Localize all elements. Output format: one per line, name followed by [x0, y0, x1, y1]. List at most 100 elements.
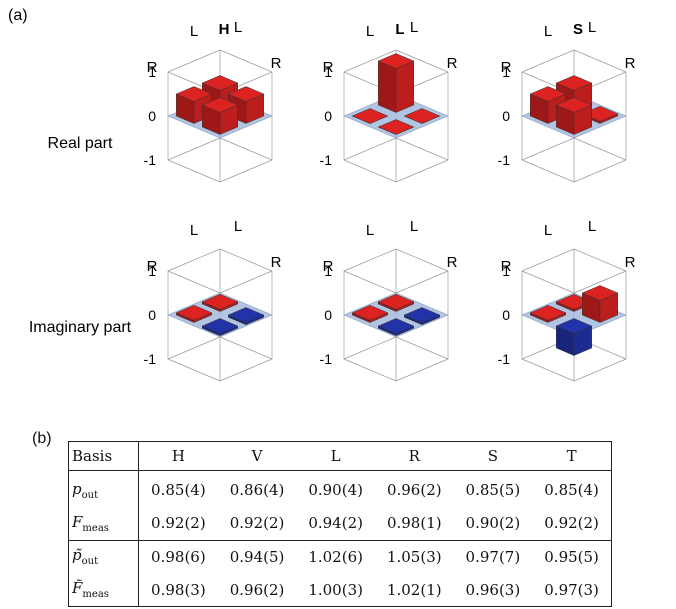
frame-edge	[219, 137, 273, 161]
fidelity-table: Basis H V L R S T pout 0.85(4) 0.86(4) 0…	[68, 441, 612, 607]
table-cell: 1.05(3)	[374, 539, 454, 574]
z-tick-label: 0	[502, 108, 510, 124]
z-tick-label: 0	[148, 307, 156, 323]
table-cell: 0.90(4)	[308, 481, 363, 500]
bar-s-imag-2	[529, 305, 567, 323]
bar-top	[377, 53, 415, 69]
row-label-f-meas: Fmeas	[68, 507, 139, 541]
bar-top	[403, 307, 441, 323]
table-cell: 1.02(6)	[296, 539, 375, 574]
frame-edge	[343, 358, 397, 382]
table-cell: 0.85(5)	[465, 481, 521, 500]
bar-s-imag-3	[555, 318, 593, 356]
plot-l-real: 10-1RL LR	[320, 19, 458, 183]
bar-top	[377, 318, 415, 334]
bar-top	[555, 75, 593, 91]
frame-edge	[219, 270, 273, 294]
table-cell: 0.92(2)	[151, 514, 206, 533]
frame-edge	[521, 49, 575, 73]
bar-h-imag-3	[201, 318, 239, 337]
bar-top	[351, 305, 389, 321]
table-cell: 0.97(3)	[544, 580, 599, 599]
bar-top	[227, 86, 265, 102]
z-tick-label: -1	[320, 152, 333, 168]
row-label-p-out-corrected: p̃out	[68, 539, 139, 574]
axis-corner-label: R	[447, 55, 458, 72]
zero-plane	[343, 292, 449, 338]
axis-corner-label: L	[234, 19, 242, 36]
bar-top	[377, 119, 415, 135]
table-row-f-meas: Fmeas 0.92(2) 0.92(2) 0.94(2) 0.98(1) 0.…	[68, 507, 612, 541]
frame-edge	[521, 159, 575, 183]
bar-face	[378, 60, 397, 113]
column-title-l: L	[395, 21, 404, 38]
frame-edge	[395, 159, 449, 183]
frame-edge	[395, 49, 449, 73]
axis-corner-label: R	[323, 59, 334, 76]
z-tick-label: -1	[320, 351, 333, 367]
table-cell: 0.96(2)	[229, 580, 285, 599]
frame-edge	[343, 248, 397, 272]
axis-corner-label: R	[501, 258, 512, 275]
bar-l-imag-0	[377, 294, 415, 312]
bar-top	[201, 294, 239, 310]
frame-edge	[167, 49, 221, 73]
frame-edge	[167, 270, 221, 294]
table-cell: 1.02(1)	[386, 580, 442, 599]
table-cell: 0.97(7)	[453, 539, 533, 574]
frame-edge	[343, 270, 397, 294]
z-tick-label: 1	[502, 263, 510, 279]
frame-edge	[167, 358, 221, 382]
bar-top	[201, 75, 239, 91]
axis-corner-label: L	[366, 222, 374, 239]
frame-edge	[343, 336, 397, 360]
table-header-basis: Basis	[68, 441, 139, 472]
table-row-p-out-corrected: p̃out 0.98(6) 0.94(5) 1.02(6) 1.05(3) 0.…	[68, 539, 612, 574]
axis-corner-label: L	[190, 23, 198, 40]
axis-corner-label: L	[544, 222, 552, 239]
frame-edge	[395, 270, 449, 294]
axis-corner-label: R	[147, 258, 158, 275]
table-cell: 0.92(2)	[544, 514, 599, 533]
bar-l-imag-3	[377, 318, 415, 337]
z-tick-label: 1	[324, 64, 332, 80]
frame-edge	[219, 358, 273, 382]
frame-edge	[219, 336, 273, 360]
bar-h-real-3	[201, 97, 239, 135]
z-tick-label: 0	[324, 108, 332, 124]
table-cell: 0.96(2)	[386, 481, 442, 500]
axis-corner-label: R	[271, 55, 282, 72]
axis-corner-label: L	[544, 23, 552, 40]
frame-edge	[573, 248, 627, 272]
row-label-p-out: pout	[68, 470, 139, 508]
axis-corner-label: L	[588, 218, 596, 235]
z-tick-label: 0	[148, 108, 156, 124]
table-cell: 0.96(3)	[465, 580, 521, 599]
frame-edge	[395, 137, 449, 161]
axis-corner-label: L	[410, 19, 418, 36]
z-tick-label: 0	[324, 307, 332, 323]
frame-edge	[395, 336, 449, 360]
frame-edge	[219, 49, 273, 73]
axis-corner-label: L	[366, 23, 374, 40]
bar-top	[201, 97, 239, 113]
table-header-t: T	[532, 441, 612, 472]
frame-edge	[343, 137, 397, 161]
z-tick-label: -1	[144, 152, 157, 168]
frame-edge	[573, 270, 627, 294]
bar-top	[377, 294, 415, 310]
frame-edge	[167, 248, 221, 272]
z-tick-label: 0	[502, 307, 510, 323]
column-title-s: S	[573, 21, 583, 38]
plot-s-real: 1 0 -1 R L L R	[498, 19, 636, 183]
zero-plane	[167, 292, 273, 338]
row-label-imaginary: Imaginary part	[29, 319, 132, 336]
bar-l-imag-1	[403, 307, 441, 326]
bar-l-real-2	[351, 108, 389, 124]
frame-edge	[167, 159, 221, 183]
bar-h-imag-2	[175, 305, 213, 323]
bar-top	[227, 307, 265, 323]
table-cell: 0.98(6)	[138, 539, 218, 574]
frame-edge	[219, 159, 273, 183]
